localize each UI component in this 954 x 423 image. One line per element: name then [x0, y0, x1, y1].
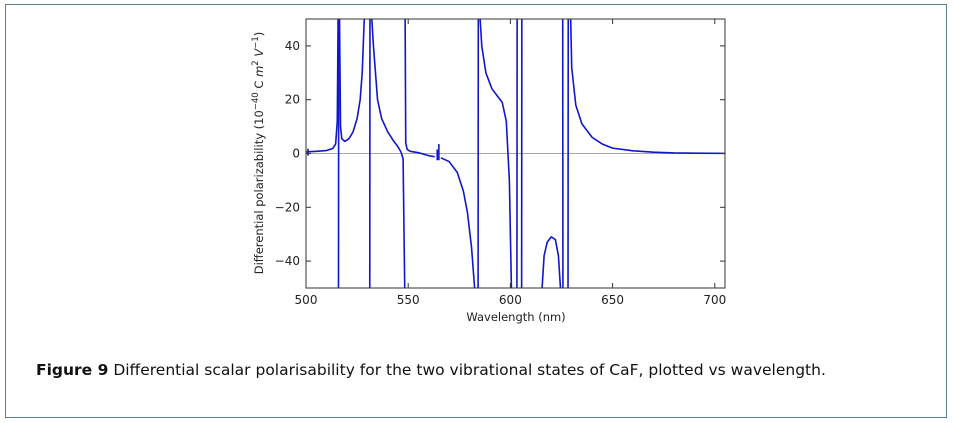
- series-line-segment: [338, 19, 366, 143]
- chart: 500 550 600 650 700 −40 −20 0 20 40 Wavelength (…: [251, 18, 726, 324]
- x-tick-label: 600: [499, 293, 522, 307]
- y-ticks: −40 −20 0 20 40: [275, 39, 725, 268]
- caption-text: Differential scalar polarisability for t…: [113, 361, 826, 379]
- y-tick-label: 40: [285, 39, 300, 53]
- figure-caption: Figure 9 Differential scalar polarisabil…: [36, 360, 916, 380]
- y-tick-label: 0: [292, 147, 300, 161]
- y-tick-label: −20: [275, 200, 300, 214]
- x-tick-label: 700: [703, 293, 726, 307]
- x-tick-label: 650: [601, 293, 624, 307]
- x-ticks: 500 550 600 650 700: [295, 19, 726, 307]
- y-axis-label: Differential polarizability (10−40 C m2 …: [251, 32, 266, 275]
- series-line-segment: [541, 236, 562, 288]
- series-line-segment: [404, 19, 435, 158]
- x-axis-label: Wavelength (nm): [466, 310, 565, 324]
- figure-container: 500 550 600 650 700 −40 −20 0 20 40 Wavelength (…: [5, 4, 947, 418]
- series-line-segment: [306, 19, 339, 153]
- series-curves: [306, 19, 725, 288]
- series-line-segment: [479, 19, 513, 288]
- caption-label: Figure 9: [36, 361, 109, 379]
- series-line-segment: [440, 157, 476, 288]
- y-tick-label: 20: [285, 93, 300, 107]
- y-tick-label: −40: [275, 254, 300, 268]
- x-tick-label: 550: [397, 293, 420, 307]
- series-line-segment: [569, 19, 725, 155]
- x-tick-label: 500: [295, 293, 318, 307]
- series-line-segment: [371, 19, 406, 288]
